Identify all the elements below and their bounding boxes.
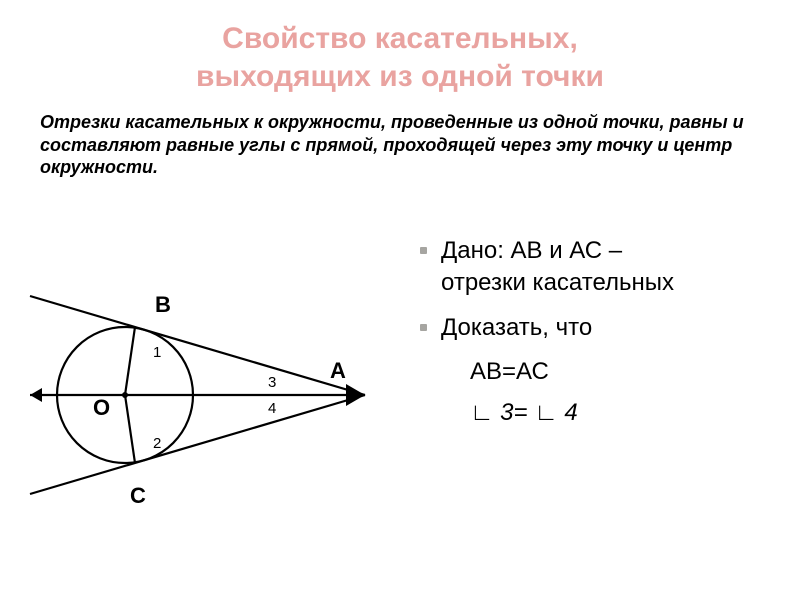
theorem-text: Отрезки касательных к окружности, провед… [0,95,800,187]
given-line2: отрезки касательных [441,269,674,296]
bullet-icon [420,247,427,254]
tangent-diagram: О А В С 1 2 3 4 [20,265,400,525]
svg-text:С: С [130,483,146,508]
title-line2: выходящих из одной точки [0,58,800,96]
diagram-svg: О А В С 1 2 3 4 [20,265,400,525]
svg-text:2: 2 [153,435,161,452]
prove-bullet: Доказать, что [420,312,780,344]
equality-1: АВ=АС [420,356,780,388]
page-title: Свойство касательных, выходящих из одной… [0,0,800,95]
title-line1: Свойство касательных, [0,20,800,58]
prove-text: Доказать, что [441,312,780,344]
given-line1: Дано: АВ и АС – [441,237,622,264]
svg-text:О: О [93,395,110,420]
svg-text:А: А [330,358,346,383]
given-bullet: Дано: АВ и АС – отрезки касательных [420,235,780,300]
equality-2: ∟ 3= ∟ 4 [420,397,780,429]
svg-text:В: В [155,292,171,317]
svg-text:4: 4 [268,400,276,417]
svg-text:1: 1 [153,344,161,361]
bullet-icon [420,324,427,331]
svg-text:3: 3 [268,374,276,391]
given-prove-block: Дано: АВ и АС – отрезки касательных Дока… [420,235,780,437]
